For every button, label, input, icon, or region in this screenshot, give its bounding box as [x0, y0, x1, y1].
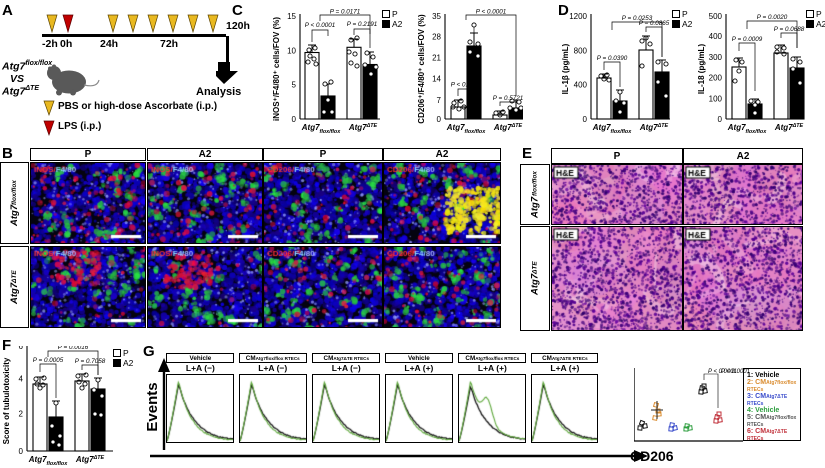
- svg-text:P < 0.0001: P < 0.0001: [451, 82, 481, 89]
- svg-text:P < 0.0001: P < 0.0001: [305, 22, 335, 29]
- svg-text:Atg7ΔTE: Atg7ΔTE: [774, 123, 804, 132]
- svg-text:P = 0.0009: P = 0.0009: [732, 36, 763, 43]
- svg-text:5: 5: [700, 447, 705, 448]
- svg-text:Atg7flox/flox: Atg7flox/flox: [592, 123, 632, 135]
- svg-text:Atg7flox/flox: Atg7flox/flox: [301, 123, 341, 135]
- svg-text:4: 4: [685, 447, 690, 448]
- svg-text:15: 15: [287, 12, 296, 21]
- svg-text:7: 7: [437, 96, 442, 105]
- svg-text:P = 0.0005: P = 0.0005: [33, 357, 64, 364]
- svg-text:0: 0: [437, 115, 442, 124]
- svg-text:P = 0.5721: P = 0.5721: [493, 95, 523, 102]
- svg-text:400: 400: [709, 32, 723, 41]
- svg-text:0: 0: [583, 115, 588, 124]
- svg-text:200: 200: [709, 74, 723, 83]
- svg-text:14: 14: [432, 75, 441, 84]
- svg-text:6: 6: [19, 346, 24, 351]
- svg-text:500: 500: [709, 12, 723, 21]
- svg-text:P = 0.0016: P = 0.0016: [58, 346, 89, 351]
- svg-text:10: 10: [287, 46, 296, 55]
- svg-text:1200: 1200: [569, 12, 587, 21]
- svg-text:Atg7flox/flox: Atg7flox/flox: [727, 123, 767, 135]
- svg-text:Atg7ΔTE: Atg7ΔTE: [75, 455, 105, 464]
- svg-text:Atg7flox/flox: Atg7flox/flox: [28, 455, 68, 466]
- svg-text:0: 0: [718, 115, 723, 124]
- svg-text:0: 0: [292, 115, 297, 124]
- svg-text:300: 300: [709, 53, 723, 62]
- svg-text:P = 0.2191: P = 0.2191: [347, 21, 377, 28]
- svg-text:400: 400: [574, 81, 588, 90]
- svg-text:1: 1: [640, 447, 645, 448]
- svg-text:4: 4: [19, 374, 24, 383]
- svg-text:iNOS⁺/F4/80⁺ cells/FOV (%): iNOS⁺/F4/80⁺ cells/FOV (%): [272, 17, 281, 121]
- svg-text:2: 2: [19, 410, 24, 419]
- svg-text:Atg7ΔTE: Atg7ΔTE: [348, 123, 378, 132]
- svg-text:P = 0.0688: P = 0.0688: [774, 26, 805, 33]
- svg-text:Atg7ΔTE: Atg7ΔTE: [493, 123, 523, 132]
- svg-text:P = 0.0020: P = 0.0020: [757, 14, 788, 21]
- svg-text:Score of tubulotoxicity: Score of tubulotoxicity: [2, 357, 11, 444]
- svg-text:Atg7flox/flox: Atg7flox/flox: [446, 123, 486, 135]
- svg-text:3: 3: [670, 447, 675, 448]
- svg-text:2: 2: [655, 447, 660, 448]
- svg-text:35: 35: [432, 12, 441, 21]
- svg-text:IL-1β (pg/mL): IL-1β (pg/mL): [561, 43, 570, 94]
- svg-text:CD206⁺/F4/80⁺ cells/FOV (%): CD206⁺/F4/80⁺ cells/FOV (%): [417, 14, 426, 124]
- svg-text:28: 28: [432, 33, 441, 42]
- svg-text:6: 6: [715, 447, 720, 448]
- svg-text:21: 21: [432, 54, 441, 63]
- svg-text:5: 5: [292, 81, 297, 90]
- svg-text:800: 800: [574, 46, 588, 55]
- svg-text:P = 0.7058: P = 0.7058: [75, 358, 106, 365]
- svg-text:100: 100: [709, 95, 723, 104]
- svg-text:P = 0.0390: P = 0.0390: [597, 55, 628, 62]
- svg-text:IL-18 (pg/mL): IL-18 (pg/mL): [697, 44, 706, 95]
- svg-text:P = 0.0171: P = 0.0171: [330, 9, 360, 16]
- svg-text:0: 0: [19, 447, 24, 456]
- svg-text:P < 0.0001: P < 0.0001: [476, 9, 506, 16]
